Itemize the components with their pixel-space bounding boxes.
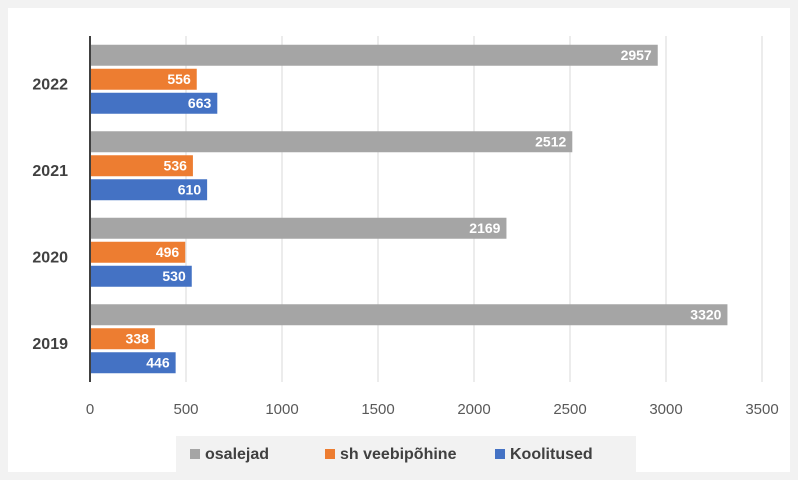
value-label: 530 (162, 268, 186, 284)
bar (90, 131, 573, 153)
legend-label: osalejad (205, 446, 269, 463)
legend-label: Koolitused (510, 446, 593, 463)
value-label: 2512 (535, 133, 566, 149)
value-label: 3320 (690, 306, 721, 322)
bar (90, 68, 197, 90)
legend-swatch (325, 449, 335, 459)
value-label: 2957 (621, 47, 652, 63)
legend-swatch (190, 449, 200, 459)
x-tick-label: 500 (173, 401, 198, 418)
legend-swatch (495, 449, 505, 459)
y-tick-label: 2019 (32, 336, 68, 353)
value-label: 610 (178, 181, 202, 197)
y-tick-label: 2022 (32, 76, 68, 93)
value-label: 2169 (469, 220, 500, 236)
bar (90, 304, 728, 326)
bar (90, 352, 176, 374)
bar (90, 328, 155, 350)
x-tick-label: 1500 (361, 401, 394, 418)
x-tick-label: 3500 (745, 401, 778, 418)
legend-label: sh veebipõhine (340, 446, 457, 463)
bar (90, 217, 507, 239)
bar (90, 155, 193, 177)
x-tick-label: 3000 (649, 401, 682, 418)
value-label: 446 (146, 354, 170, 370)
x-tick-label: 1000 (265, 401, 298, 418)
x-tick-label: 2000 (457, 401, 490, 418)
legend-box (176, 436, 636, 474)
bar (90, 179, 208, 201)
bar (90, 92, 218, 114)
y-tick-label: 2021 (32, 163, 68, 180)
x-tick-label: 0 (86, 401, 94, 418)
value-label: 496 (156, 244, 180, 260)
value-label: 338 (126, 330, 150, 346)
bar (90, 44, 658, 66)
bar (90, 241, 186, 263)
value-label: 663 (188, 95, 212, 111)
x-tick-label: 2500 (553, 401, 586, 418)
bar (90, 265, 192, 287)
value-label: 536 (164, 157, 188, 173)
y-tick-label: 2020 (32, 249, 68, 266)
value-label: 556 (167, 71, 191, 87)
